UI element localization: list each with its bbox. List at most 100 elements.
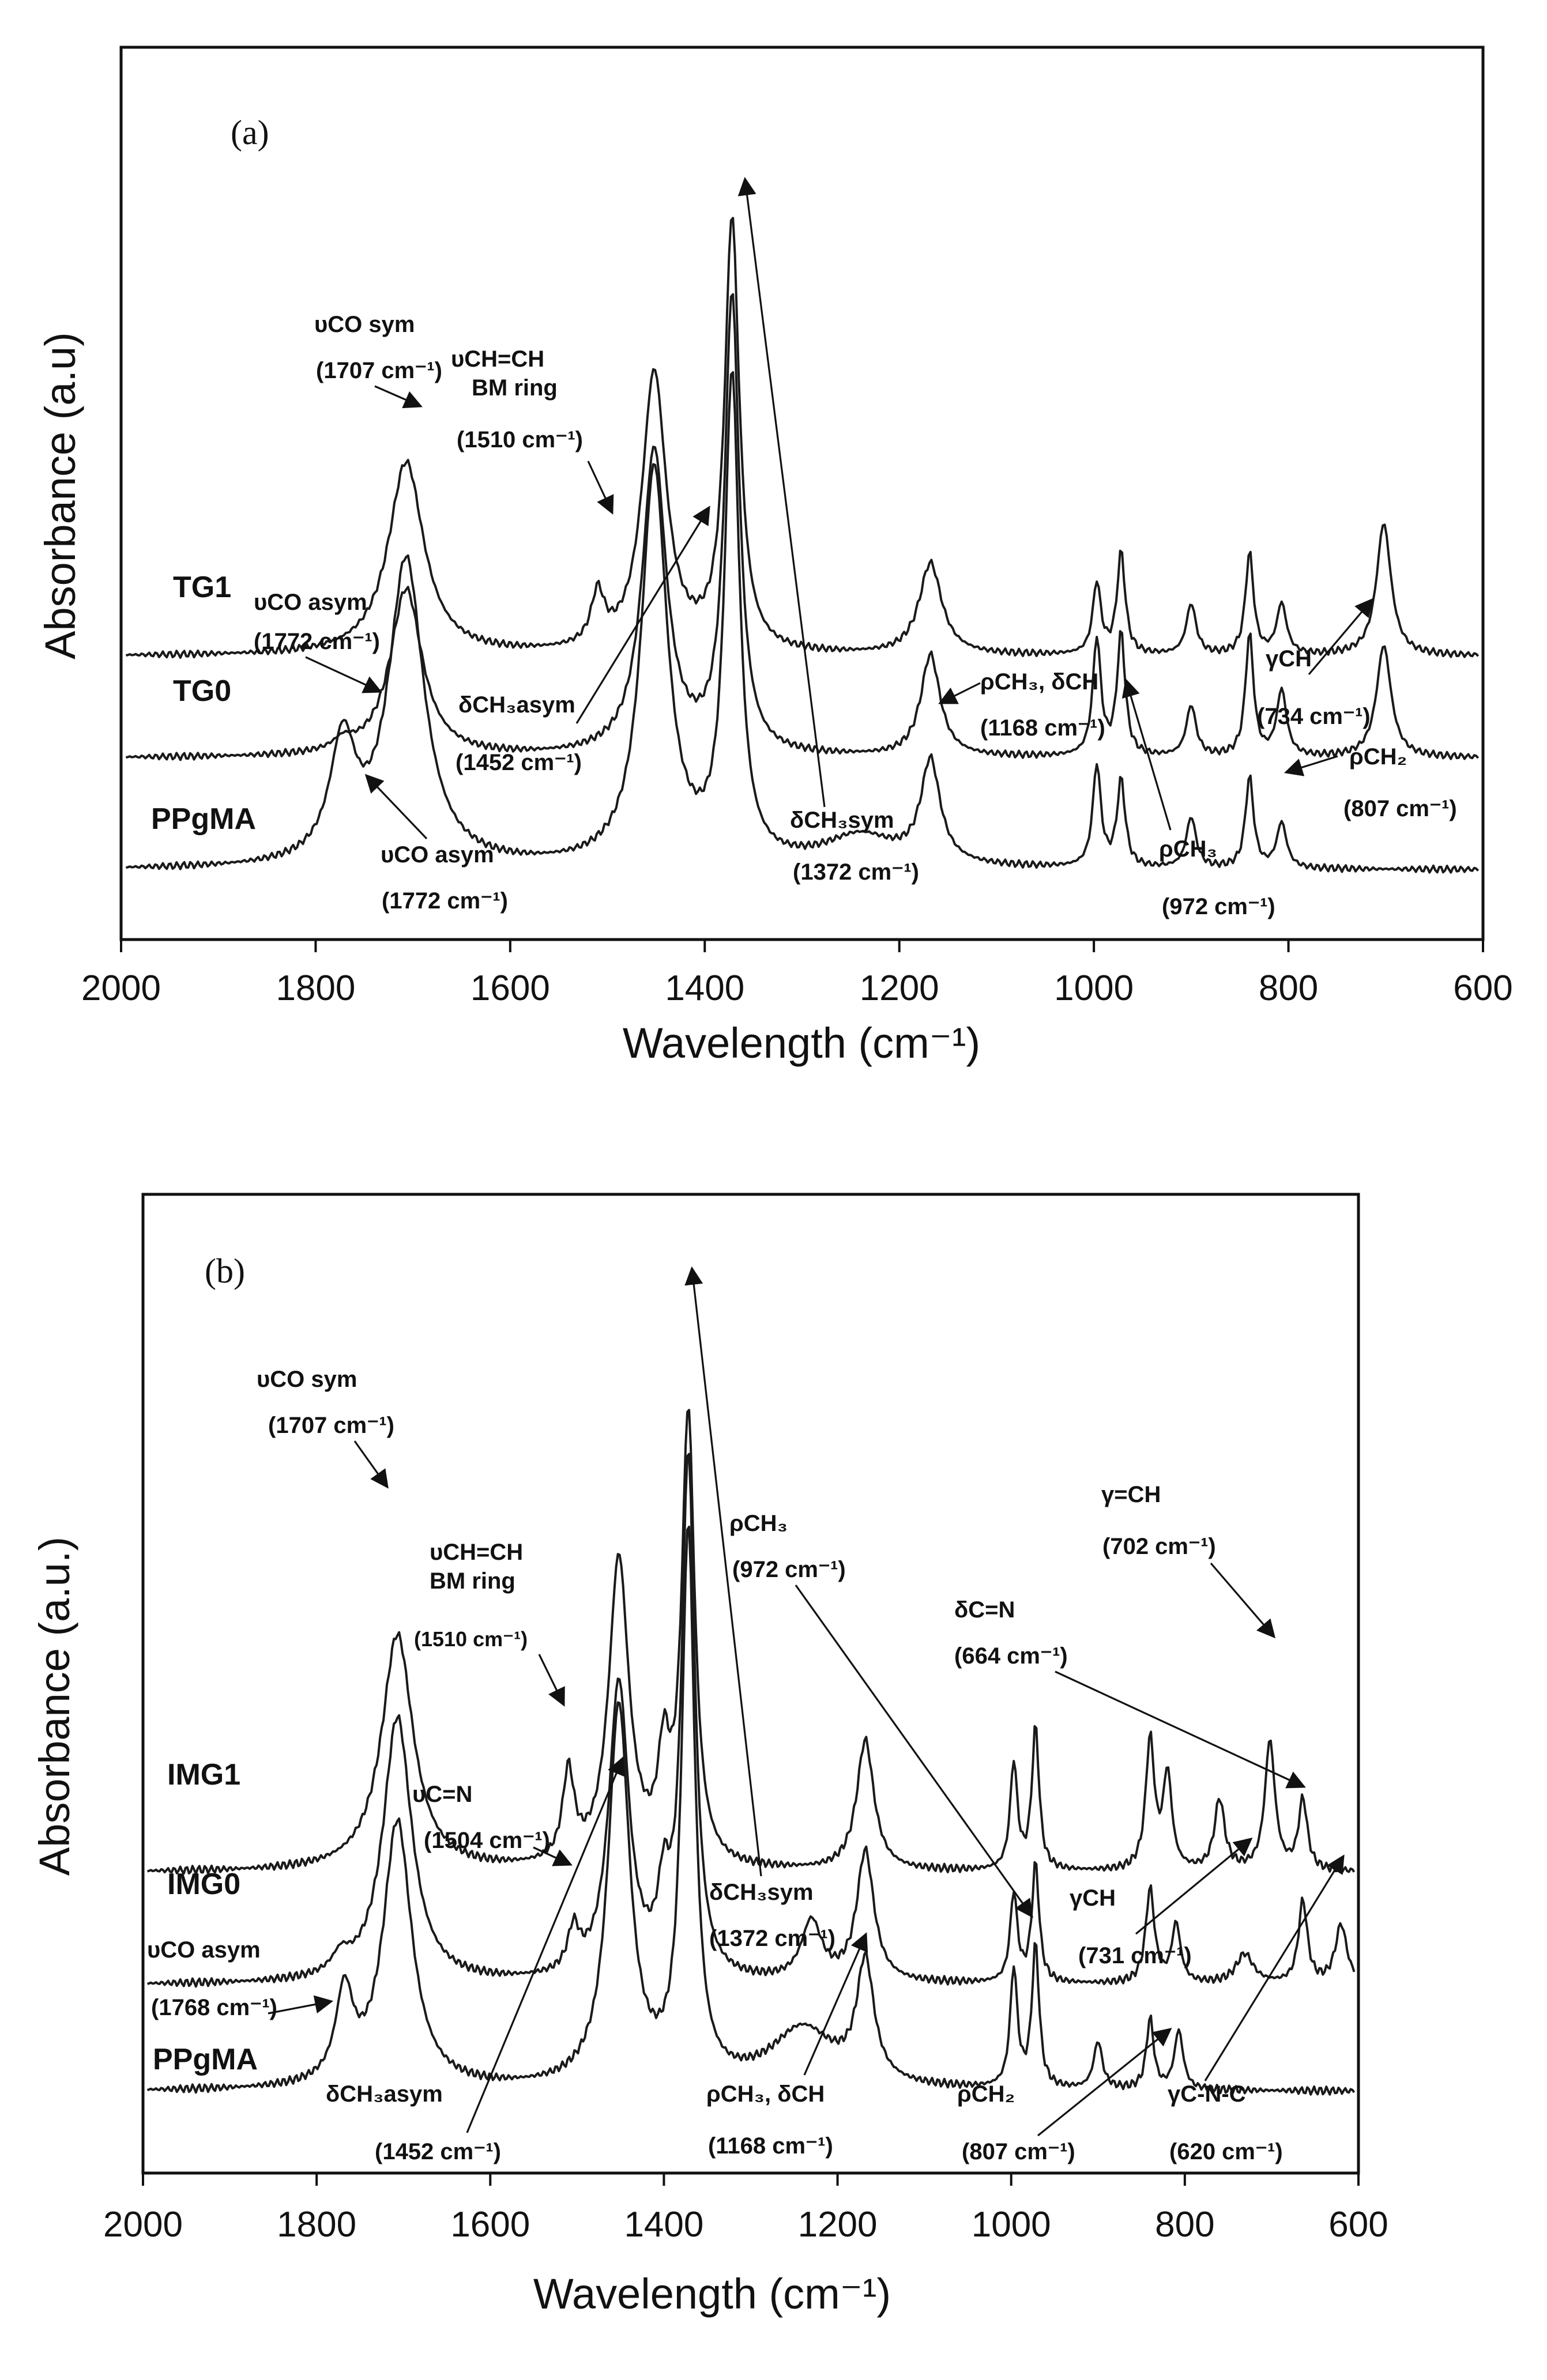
annotation-label: (972 cm⁻¹) — [1162, 894, 1275, 919]
annotation-label: ρCH₂ — [1349, 744, 1407, 770]
annotation-label: δCH₃asym — [326, 2081, 443, 2107]
annotation-label: (620 cm⁻¹) — [1169, 2139, 1283, 2164]
annotation-arrow — [1055, 1670, 1306, 1789]
annotation-label: υCO asym — [381, 842, 494, 867]
annotation-label: δCH₃asym — [458, 692, 575, 718]
annotation-arrow — [305, 656, 382, 693]
x-tick-label: 1200 — [798, 2205, 878, 2245]
x-tick-label: 2000 — [103, 2205, 183, 2245]
x-tick-label: 1600 — [471, 968, 550, 1008]
annotation-arrow — [1121, 678, 1172, 831]
annotation-label: δCH₃sym — [790, 808, 894, 833]
annotation-arrow — [795, 1585, 1033, 1918]
annotation-label: (807 cm⁻¹) — [962, 2139, 1075, 2164]
panel-b-ticks: 2000 1800 1600 1400 1200 1000 800 600 — [103, 2173, 1388, 2245]
panel-a-x-axis-title: Wavelength (cm⁻¹) — [623, 1019, 980, 1067]
annotation-label: (734 cm⁻¹) — [1257, 704, 1371, 729]
annotation-label: (702 cm⁻¹) — [1102, 1534, 1216, 1559]
x-tick-label: 1800 — [277, 2205, 356, 2245]
panel-b-label: (b) — [205, 1252, 245, 1290]
annotation-arrow — [803, 1932, 868, 2076]
annotation-label: (664 cm⁻¹) — [954, 1643, 1068, 1669]
annotation-arrow — [533, 1846, 573, 1866]
annotation-label: (1772 cm⁻¹) — [382, 888, 508, 914]
annotation-label: (1707 cm⁻¹) — [316, 358, 442, 383]
annotation-label: υCO asym — [254, 590, 367, 615]
panel-a-frame — [119, 46, 1485, 941]
series-label-tg1: TG1 — [173, 571, 231, 604]
annotation-label: ρCH₃ — [729, 1511, 788, 1536]
series-line-tg0 — [126, 293, 1480, 761]
annotation-label: (1768 cm⁻¹) — [151, 1995, 277, 2020]
annotation-arrow — [684, 1266, 762, 1877]
annotation-arrow — [1308, 598, 1374, 676]
annotation-label: ρCH₂ — [957, 2081, 1015, 2107]
annotation-label: υCH=CH — [451, 346, 544, 372]
annotation-arrow — [938, 682, 981, 704]
annotation-arrow — [364, 774, 428, 840]
panel-b-x-axis-title: Wavelength (cm⁻¹) — [533, 2270, 891, 2318]
series-label-tg0: TG0 — [173, 674, 231, 708]
series-line-img0 — [147, 1453, 1356, 1988]
annotation-label: δC=N — [954, 1597, 1015, 1623]
annotation-arrow — [268, 1995, 334, 2015]
annotation-label: (1510 cm⁻¹) — [457, 427, 583, 452]
annotation-label: (1168 cm⁻¹) — [708, 2133, 833, 2159]
annotation-label: γCH — [1266, 646, 1312, 672]
annotation-arrow — [353, 1440, 389, 1489]
annotation-label: υC=N — [412, 1782, 472, 1807]
annotation-label: (1510 cm⁻¹) — [414, 1627, 528, 1651]
x-tick-label: 800 — [1259, 968, 1318, 1008]
annotation-arrow — [587, 461, 614, 515]
annotation-label: BM ring — [430, 1568, 515, 1594]
annotation-arrow — [575, 506, 710, 724]
annotation-label: (1772 cm⁻¹) — [254, 629, 380, 654]
annotation-arrow — [538, 1654, 565, 1707]
x-tick-label: 1600 — [450, 2205, 530, 2245]
panel-a-ticks: 2000 1800 1600 1400 1200 1000 800 600 — [81, 940, 1513, 1008]
series-label-img1: IMG1 — [167, 1758, 240, 1791]
x-tick-label: 800 — [1155, 2205, 1214, 2245]
series-line-img1 — [147, 1409, 1356, 1876]
series-label-ppgma: PPgMA — [151, 802, 256, 836]
x-tick-label: 1400 — [624, 2205, 703, 2245]
panel-b-frame — [141, 1193, 1360, 2175]
annotation-label: (807 cm⁻¹) — [1343, 796, 1457, 821]
annotation-arrow — [1135, 1837, 1253, 1935]
annotation-label: (1168 cm⁻¹) — [980, 715, 1105, 741]
series-line-ppgma — [125, 371, 1480, 874]
annotation-arrow — [1204, 1854, 1345, 2081]
x-tick-label: 600 — [1453, 968, 1512, 1008]
annotation-label: γ=CH — [1101, 1482, 1161, 1507]
annotation-label: (1372 cm⁻¹) — [709, 1926, 835, 1951]
annotation-arrow — [374, 385, 423, 409]
panel-a-label: (a) — [231, 114, 269, 152]
x-tick-label: 1000 — [972, 2205, 1051, 2245]
annotation-arrow — [1283, 755, 1338, 776]
annotation-label: υCO sym — [257, 1367, 357, 1392]
x-tick-label: 2000 — [81, 968, 161, 1008]
annotation-label: γCH — [1070, 1885, 1116, 1911]
x-tick-label: 1200 — [860, 968, 939, 1008]
annotation-label: ρCH₃, δCH — [980, 669, 1098, 695]
annotation-label: (1452 cm⁻¹) — [456, 750, 582, 775]
series-label-ppgma: PPgMA — [153, 2043, 258, 2076]
annotation-arrow — [466, 1756, 625, 2133]
annotation-label: (731 cm⁻¹) — [1078, 1943, 1192, 1968]
panel-a: (a) 2000 1800 1600 1400 1200 1000 800 600 Wavel… — [36, 46, 1513, 1067]
panel-a-y-axis-title: Absorbance (a.u) — [36, 332, 84, 659]
annotation-label: γC-N-C — [1168, 2081, 1246, 2107]
annotation-label: BM ring — [472, 375, 558, 401]
annotation-label: ρCH₃ — [1159, 836, 1217, 862]
x-tick-label: 1400 — [665, 968, 744, 1008]
annotation-label: υCO sym — [314, 312, 415, 337]
panel-b-y-axis-title: Absorbance (a.u.) — [31, 1537, 78, 1876]
panel-b: (b) 2000 1800 1600 1400 1200 1000 800 600 Wavel… — [31, 1193, 1388, 2318]
annotation-label: ρCH₃, δCH — [706, 2081, 825, 2107]
annotation-arrow — [1210, 1562, 1276, 1639]
annotation-label: υCH=CH — [430, 1540, 523, 1565]
annotation-arrow — [737, 176, 826, 808]
x-tick-label: 1000 — [1054, 968, 1134, 1008]
annotation-arrow — [1037, 2027, 1172, 2137]
